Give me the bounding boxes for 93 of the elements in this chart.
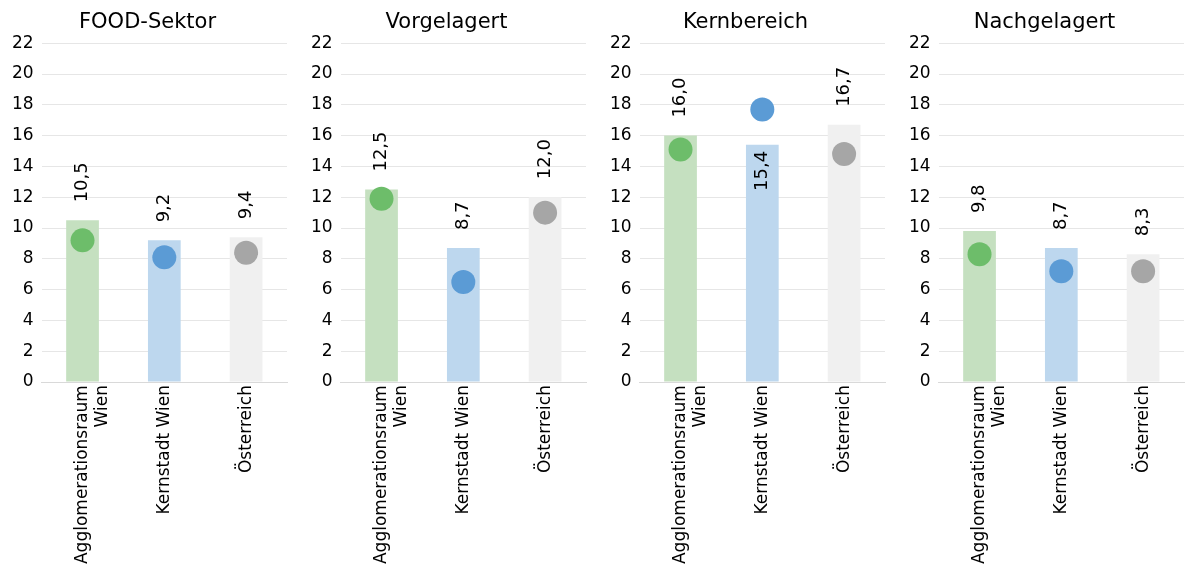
bar: [446, 248, 480, 382]
y-tick-label: 18: [11, 93, 34, 114]
chart-title: Kernbereich: [682, 9, 809, 34]
y-tick-label: 0: [22, 370, 34, 391]
bar: [147, 240, 181, 382]
point: [533, 200, 558, 225]
y-tick-label: 20: [11, 62, 34, 83]
point: [451, 269, 476, 294]
y-tick-label: 16: [11, 124, 34, 145]
data-label: 9,8: [967, 184, 989, 214]
data-label: 9,2: [151, 193, 173, 223]
x-tick-label: Österreich: [233, 385, 255, 474]
y-tick-label: 18: [310, 93, 333, 114]
chart-title: FOOD-Sektor: [78, 9, 217, 34]
y-tick-label: 10: [908, 216, 931, 237]
data-label: 16,7: [831, 66, 853, 107]
data-label: 12,5: [369, 131, 391, 172]
data-label: 16,0: [668, 77, 690, 118]
point: [750, 97, 775, 122]
y-tick-label: 4: [321, 308, 333, 329]
y-tick-label: 20: [609, 62, 632, 83]
y-tick-label: 12: [609, 185, 632, 206]
data-label: 9,4: [233, 190, 255, 220]
x-tick-label: Österreich: [1130, 385, 1152, 474]
point: [668, 137, 693, 162]
y-tick-label: 22: [310, 31, 333, 52]
y-tick-label: 4: [22, 308, 34, 329]
y-tick-label: 4: [620, 308, 632, 329]
y-tick-label: 0: [620, 370, 632, 391]
y-tick-label: 20: [908, 62, 931, 83]
y-tick-label: 16: [609, 124, 632, 145]
y-tick-label: 8: [620, 247, 632, 268]
y-tick-label: 16: [310, 124, 333, 145]
x-tick-label: Agglomerationsraum Wien: [70, 385, 112, 565]
y-tick-label: 14: [609, 154, 632, 175]
y-tick-label: 10: [11, 216, 34, 237]
x-tick-label: Agglomerationsraum Wien: [369, 385, 411, 565]
y-tick-label: 10: [609, 216, 632, 237]
y-tick-label: 6: [321, 278, 333, 299]
y-tick-label: 18: [609, 93, 632, 114]
y-tick-label: 4: [919, 308, 931, 329]
y-tick-label: 2: [919, 339, 931, 360]
x-tick-label: Kernstadt Wien: [1049, 385, 1070, 515]
y-tick-label: 2: [321, 339, 333, 360]
data-label: 8,7: [1048, 201, 1070, 231]
x-tick-label: Kernstadt Wien: [750, 385, 771, 515]
point: [369, 186, 394, 211]
x-tick-label: Kernstadt Wien: [451, 385, 472, 515]
data-label: 8,7: [450, 201, 472, 231]
y-tick-label: 18: [908, 93, 931, 114]
x-tick-label: Österreich: [532, 385, 554, 474]
chart-title: Vorgelagert: [385, 9, 508, 34]
x-tick-label: Kernstadt Wien: [152, 385, 173, 515]
data-label: 10,5: [70, 162, 92, 203]
bar: [365, 189, 398, 382]
y-tick-label: 22: [908, 31, 931, 52]
bar: [664, 135, 697, 382]
y-tick-label: 0: [919, 370, 931, 391]
point: [234, 240, 259, 265]
bar: [66, 220, 99, 382]
point: [832, 142, 857, 167]
y-tick-label: 6: [22, 278, 34, 299]
chart-title: Nachgelagert: [973, 9, 1116, 34]
y-tick-label: 10: [310, 216, 333, 237]
y-tick-label: 14: [908, 154, 931, 175]
data-label: 15,4: [749, 150, 771, 191]
x-tick-label: Österreich: [831, 385, 853, 474]
y-tick-label: 8: [919, 247, 931, 268]
y-tick-label: 12: [11, 185, 34, 206]
y-tick-label: 2: [22, 339, 34, 360]
point: [152, 245, 177, 270]
y-tick-label: 16: [908, 124, 931, 145]
y-tick-label: 22: [609, 31, 632, 52]
bar: [745, 144, 779, 382]
y-tick-label: 8: [321, 247, 333, 268]
x-tick-label: Agglomerationsraum Wien: [668, 385, 710, 565]
y-tick-label: 12: [908, 185, 931, 206]
y-tick-label: 6: [620, 278, 632, 299]
data-label: 8,3: [1130, 207, 1152, 237]
point: [70, 228, 95, 253]
y-tick-label: 20: [310, 62, 333, 83]
y-tick-label: 0: [321, 370, 333, 391]
y-tick-label: 14: [11, 154, 34, 175]
y-tick-label: 6: [919, 278, 931, 299]
y-tick-label: 14: [310, 154, 333, 175]
bar: [963, 231, 996, 382]
y-tick-label: 12: [310, 185, 333, 206]
bar: [1044, 248, 1078, 382]
y-tick-label: 8: [22, 247, 34, 268]
x-tick-label: Agglomerationsraum Wien: [967, 385, 1009, 565]
y-tick-label: 2: [620, 339, 632, 360]
y-tick-label: 22: [11, 31, 34, 52]
data-label: 12,0: [532, 139, 554, 180]
